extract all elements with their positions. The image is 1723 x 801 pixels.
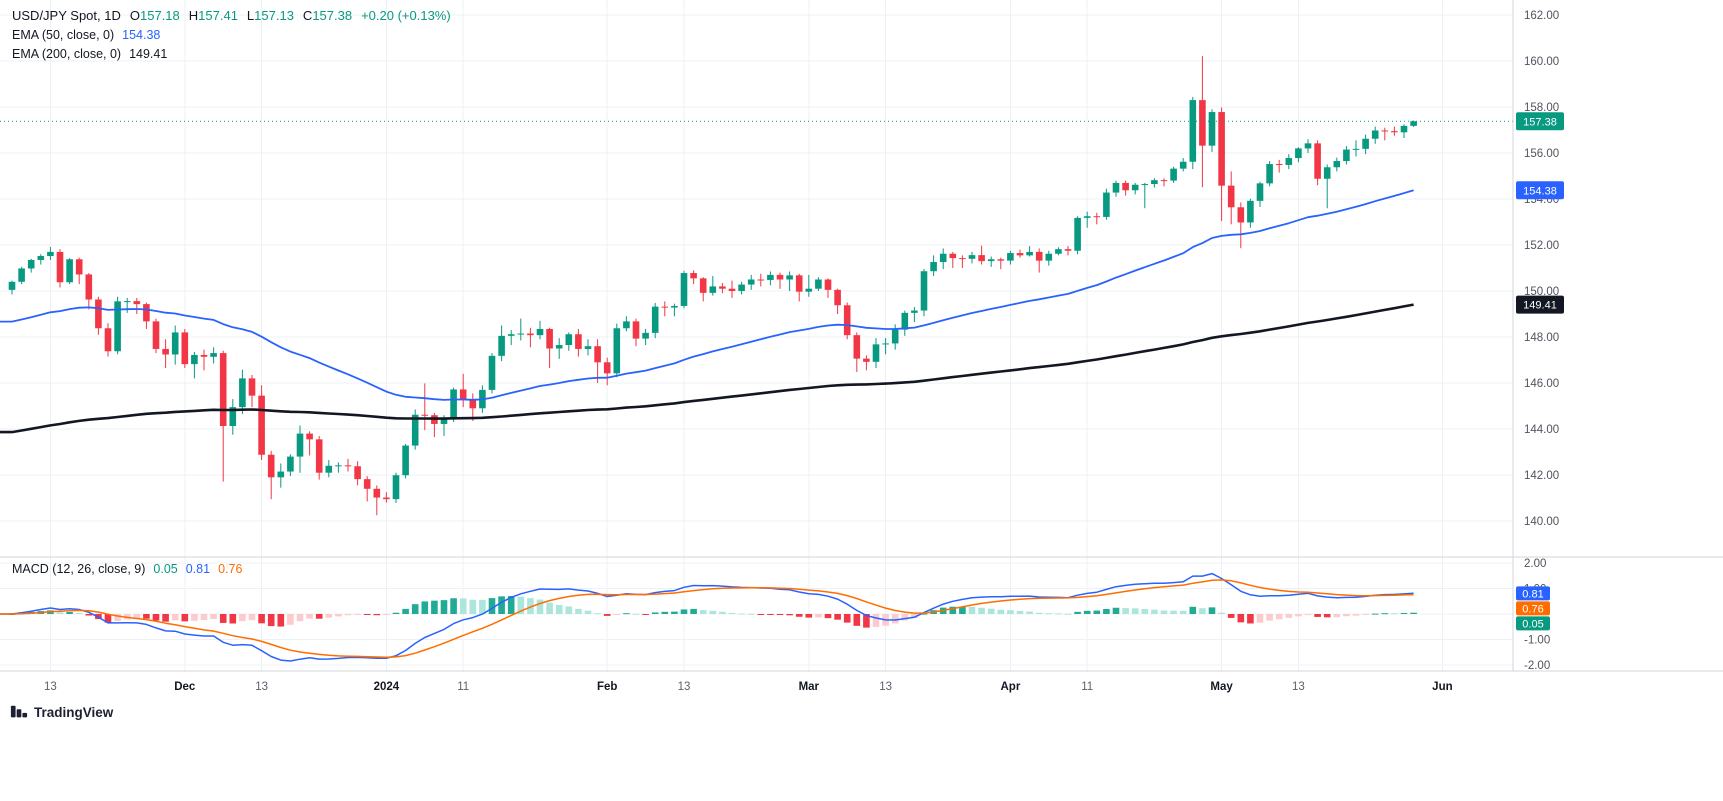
svg-text:13: 13 <box>678 681 691 693</box>
svg-text:Feb: Feb <box>597 681 617 693</box>
close-value: 157.38 <box>312 7 353 23</box>
macd-legend: MACD (12, 26, close, 9) 0.05 0.81 0.76 <box>12 559 242 578</box>
axis-badges: 157.38 154.38 149.41 0.81 0.76 0.05 <box>1516 112 1564 631</box>
brand-name: TradingView <box>34 704 114 720</box>
ema50-badge <box>1516 181 1564 200</box>
ohlc-open: O157.18 <box>130 8 180 23</box>
svg-text:158.00: 158.00 <box>1524 102 1559 114</box>
macd-hist-badge <box>1516 616 1550 631</box>
macd-signal-value: 0.76 <box>218 561 243 576</box>
high-value: 157.41 <box>198 7 238 23</box>
change-value: +0.20 (+0.13%) <box>361 7 451 23</box>
ema50-row: EMA (50, close, 0) 154.38 <box>12 25 451 44</box>
svg-text:13: 13 <box>1292 681 1305 693</box>
svg-text:148.00: 148.00 <box>1524 332 1559 344</box>
svg-text:150.00: 150.00 <box>1524 286 1559 298</box>
open-value: 157.18 <box>140 7 180 23</box>
svg-text:13: 13 <box>44 681 57 693</box>
tradingview-logo-icon <box>10 703 28 721</box>
svg-text:154.38: 154.38 <box>1523 185 1557 197</box>
svg-text:0.81: 0.81 <box>1522 588 1543 600</box>
low-label: L <box>246 7 255 23</box>
symbol-title[interactable]: USD/JPY Spot, 1D <box>12 7 121 23</box>
footer-brand[interactable]: TradingView <box>10 703 113 721</box>
symbol-row: USD/JPY Spot, 1D O157.18 H157.41 L157.13… <box>12 5 451 25</box>
ohlc-close: C157.38 <box>303 8 352 23</box>
svg-text:157.38: 157.38 <box>1523 116 1557 128</box>
svg-text:11: 11 <box>457 681 469 693</box>
svg-text:142.00: 142.00 <box>1524 470 1559 482</box>
macd-line <box>0 572 1414 662</box>
last-price-badge <box>1516 112 1564 131</box>
svg-text:0.05: 0.05 <box>1522 618 1543 630</box>
high-label: H <box>188 7 199 23</box>
macd-hist-value: 0.05 <box>153 561 178 576</box>
macd-signal-badge <box>1516 601 1550 616</box>
svg-text:May: May <box>1210 681 1233 693</box>
svg-text:140.00: 140.00 <box>1524 516 1559 528</box>
close-label: C <box>302 7 313 23</box>
macd-signal-line <box>0 579 1414 658</box>
low-value: 157.13 <box>254 7 294 23</box>
candles-series <box>8 56 1417 516</box>
time-axis[interactable]: 13 Dec 13 2024 11 Feb 13 Mar 13 Apr 11 May 13 Jun <box>44 681 1453 693</box>
ema200-line <box>0 303 1414 434</box>
ema50-label[interactable]: EMA (50, close, 0) <box>12 27 115 42</box>
macd-badge <box>1516 586 1550 601</box>
ema200-row: EMA (200, close, 0) 149.41 <box>12 44 451 63</box>
chart-canvas[interactable]: 162.00 160.00 158.00 156.00 154.00 152.00 150.… <box>0 0 1723 700</box>
svg-text:-1.00: -1.00 <box>1524 635 1550 647</box>
macd-histogram <box>8 596 1417 628</box>
svg-text:13: 13 <box>879 681 892 693</box>
main-legend: USD/JPY Spot, 1D O157.18 H157.41 L157.13… <box>12 5 451 63</box>
ema200-badge <box>1516 295 1564 314</box>
svg-text:152.00: 152.00 <box>1524 240 1559 252</box>
chart-svg[interactable]: 162.00160.00158.00156.00154.00152.00150.… <box>0 0 1723 700</box>
svg-text:Mar: Mar <box>799 681 820 693</box>
ema200-label[interactable]: EMA (200, close, 0) <box>12 46 122 61</box>
svg-text:2024: 2024 <box>374 681 400 693</box>
price-axis[interactable]: 162.00160.00158.00156.00154.00152.00150.… <box>1524 10 1559 672</box>
svg-text:146.00: 146.00 <box>1524 378 1559 390</box>
open-label: O <box>129 7 140 23</box>
svg-text:13: 13 <box>255 681 268 693</box>
svg-text:156.00: 156.00 <box>1524 148 1559 160</box>
svg-text:-2.00: -2.00 <box>1524 660 1550 672</box>
macd-line-value: 0.81 <box>185 561 211 576</box>
ema200-value: 149.41 <box>129 46 168 61</box>
svg-text:160.00: 160.00 <box>1524 56 1559 68</box>
svg-text:149.41: 149.41 <box>1523 300 1557 312</box>
macd-row: MACD (12, 26, close, 9) 0.05 0.81 0.76 <box>12 559 242 578</box>
svg-text:Jun: Jun <box>1432 681 1452 693</box>
ema50-value: 154.38 <box>122 27 161 42</box>
ema50-line <box>0 189 1414 401</box>
ohlc-low: L157.13 <box>247 8 294 23</box>
svg-text:0.76: 0.76 <box>1522 603 1543 615</box>
svg-text:2.00: 2.00 <box>1524 558 1546 570</box>
svg-text:11: 11 <box>1081 681 1093 693</box>
svg-text:144.00: 144.00 <box>1524 424 1559 436</box>
svg-text:Dec: Dec <box>174 681 196 693</box>
macd-label[interactable]: MACD (12, 26, close, 9) <box>12 561 146 576</box>
pane-separators <box>0 0 1723 672</box>
svg-text:162.00: 162.00 <box>1524 10 1559 22</box>
svg-text:Apr: Apr <box>1000 681 1020 693</box>
ohlc-high: H157.41 <box>189 8 238 23</box>
